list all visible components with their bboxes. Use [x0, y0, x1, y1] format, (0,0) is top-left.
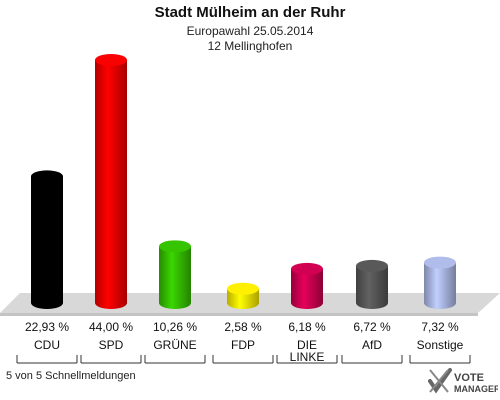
logo-word-vote: VOTE [454, 372, 484, 384]
bar-top [159, 240, 191, 253]
bar-top [227, 282, 259, 295]
value-label: 7,32 % [421, 320, 459, 334]
bar-1 [31, 170, 63, 309]
bar-3 [159, 240, 191, 309]
logo-word-manager: MANAGER [454, 384, 498, 394]
bar-body [31, 176, 63, 309]
category-label: GRÜNE [153, 338, 196, 352]
bar-top [95, 54, 127, 66]
chart-subtitle-district: 12 Mellinghofen [207, 39, 293, 53]
category-label: CDU [34, 338, 60, 352]
bar-top [356, 259, 388, 272]
bar-body [95, 60, 127, 309]
footer-status: 5 von 5 Schnellmeldungen [6, 370, 136, 382]
category-label: Sonstige [417, 338, 464, 352]
chart-subtitle: Europawahl 25.05.2014 [186, 24, 314, 38]
bar-4 [227, 282, 259, 309]
value-label: 44,00 % [89, 320, 133, 334]
chart-title: Stadt Mülheim an der Ruhr [154, 4, 346, 21]
bar-6 [356, 259, 388, 309]
vote-manager-logo: VOTE MANAGER [428, 368, 498, 394]
bar-2 [95, 54, 127, 309]
bar-body [159, 246, 191, 309]
value-label: 2,58 % [224, 320, 262, 334]
category-label: FDP [231, 338, 255, 352]
bar-body [356, 265, 388, 309]
value-label: 6,72 % [353, 320, 391, 334]
value-label: 22,93 % [25, 320, 69, 334]
bar-top [291, 262, 323, 275]
value-label: 10,26 % [153, 320, 197, 334]
category-label: LINKE [290, 350, 325, 364]
checkmark-icon [428, 368, 452, 394]
bar-top [424, 256, 456, 269]
bar-top [31, 170, 63, 183]
category-label: DIE [297, 338, 317, 352]
bar-body [291, 268, 323, 309]
value-label: 6,18 % [288, 320, 326, 334]
category-label: AfD [362, 338, 382, 352]
bar-5 [291, 262, 323, 309]
bar-body [424, 262, 456, 309]
category-label: SPD [99, 338, 124, 352]
chart-floor-front [0, 313, 478, 316]
bar-7 [424, 256, 456, 309]
